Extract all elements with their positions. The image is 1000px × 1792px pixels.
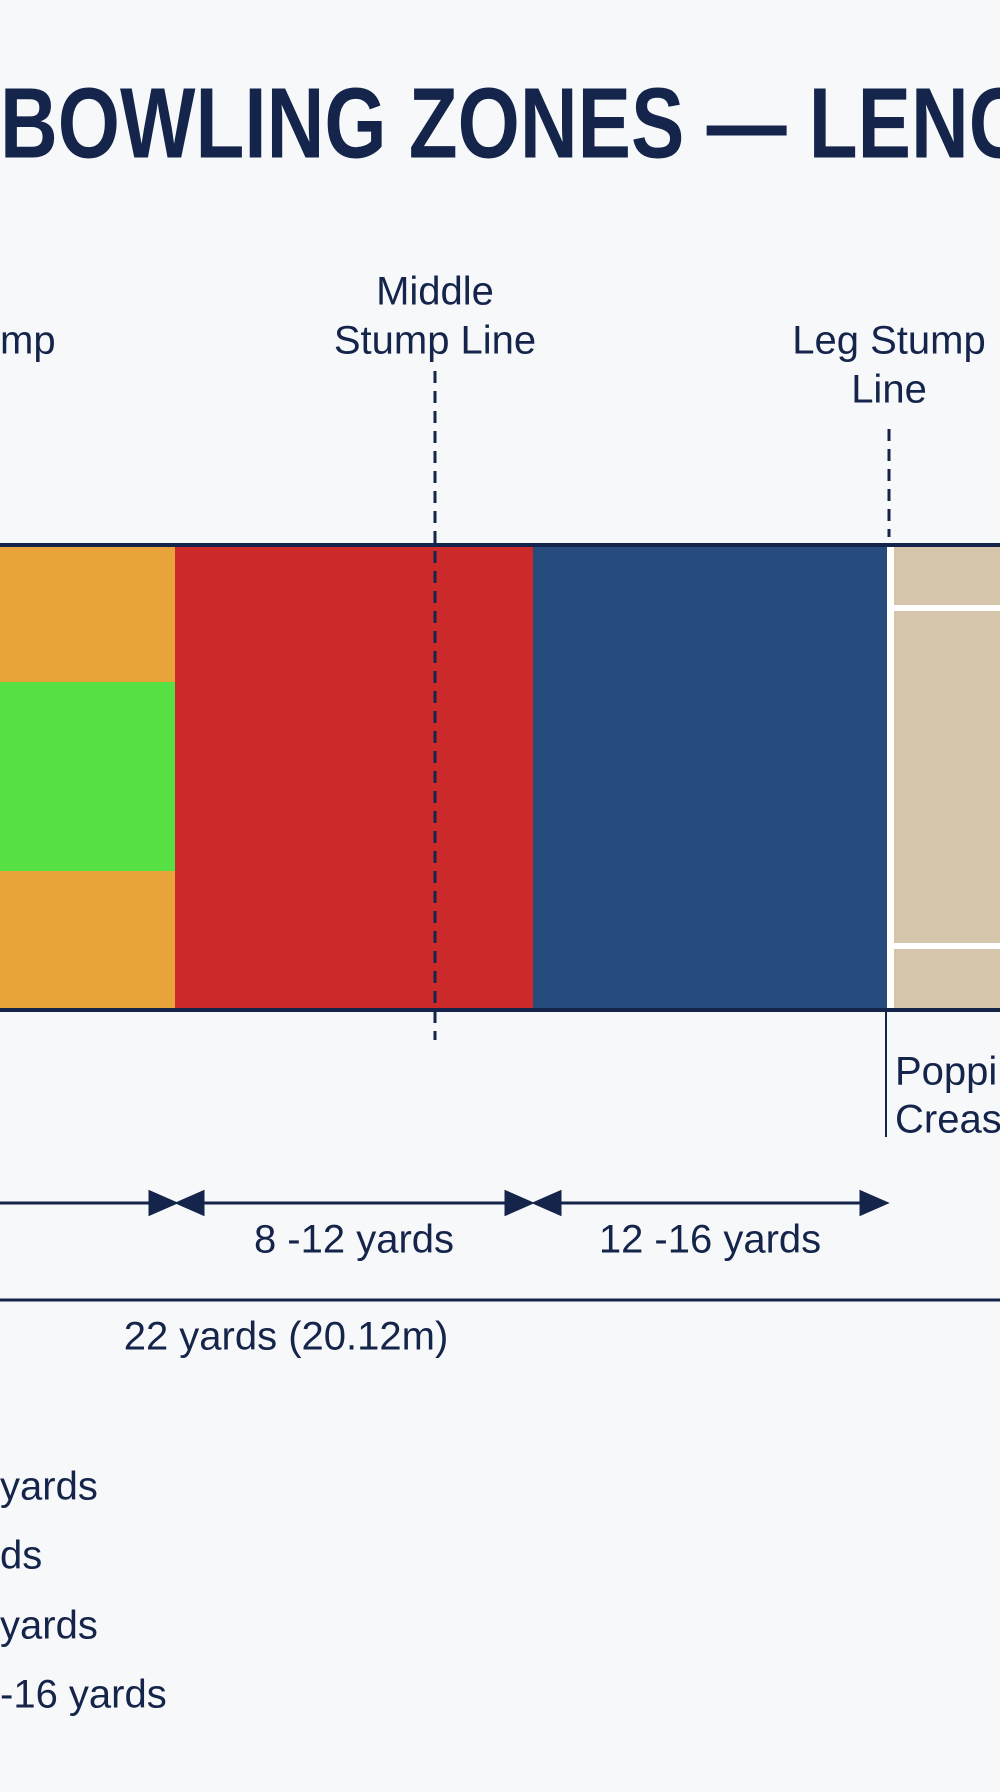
crease-line (887, 545, 894, 1010)
arrow-head (531, 1189, 562, 1217)
crease-label: Creas (895, 1098, 1000, 1142)
stump-label: Line (851, 368, 927, 412)
arrows (0, 1189, 1000, 1302)
stump-label: Stump Line (334, 319, 536, 363)
pitch (0, 543, 1000, 1012)
stump-label: Middle (376, 270, 494, 314)
return-crease (894, 943, 1000, 949)
legend-item: yards (0, 1465, 98, 1509)
zone-short (175, 545, 533, 1010)
arrow-head (174, 1189, 205, 1217)
arrow-head (148, 1189, 179, 1217)
arrow-head (859, 1189, 890, 1217)
stump-label: Leg Stump (792, 319, 985, 363)
legend-item: yards (0, 1604, 98, 1648)
zone-ideal (0, 682, 175, 871)
segment-label: 8 -12 yards (254, 1218, 454, 1262)
crease-label: Poppin (895, 1050, 1000, 1094)
stump-label: mp (0, 319, 56, 363)
legend-item: ds (0, 1534, 42, 1578)
arrow-head (504, 1189, 535, 1217)
return-crease (894, 605, 1000, 611)
legend-item: -16 yards (0, 1673, 167, 1717)
batting-area (894, 545, 1000, 1010)
zone-bouncer (533, 545, 887, 1010)
segment-label: 12 -16 yards (599, 1218, 821, 1262)
title: BOWLING ZONES — LENGT (0, 68, 1000, 180)
total-label: 22 yards (20.12m) (124, 1315, 449, 1359)
